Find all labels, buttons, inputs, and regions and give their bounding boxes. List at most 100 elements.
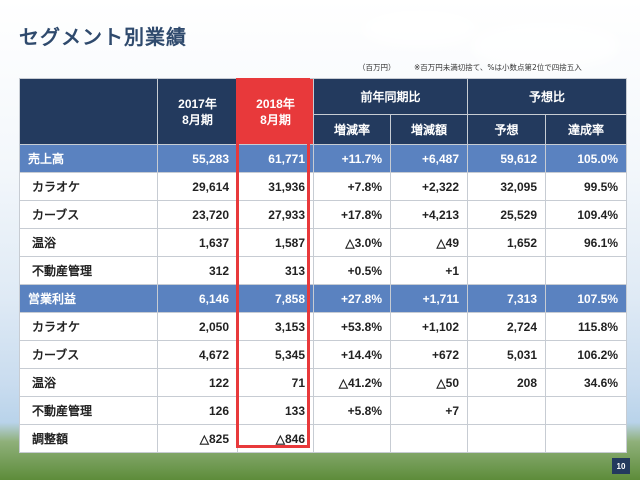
cell-v2017: 126 <box>157 396 238 425</box>
cell-amount: △50 <box>389 368 469 397</box>
cell-v2018: 7,858 <box>237 284 314 313</box>
header-yoy-rate: 増減率 <box>313 114 391 145</box>
table-row: 温浴 122 71 △41.2% △50 208 34.6% <box>19 368 628 397</box>
cell-name: カラオケ <box>19 172 158 201</box>
cell-v2018: 313 <box>237 256 314 285</box>
cell-v2018: 1,587 <box>237 228 314 257</box>
cell-amount: +1,711 <box>389 284 469 313</box>
cell-v2018: 61,771 <box>237 144 314 173</box>
cell-name: 不動産管理 <box>19 396 158 425</box>
header-2017: 2017年 8月期 <box>157 78 238 145</box>
header-blank <box>19 78 158 145</box>
cell-v2018: 133 <box>237 396 314 425</box>
cell-v2017: 29,614 <box>157 172 238 201</box>
cell-v2017: 2,050 <box>157 312 238 341</box>
cell-rate: +53.8% <box>313 312 391 341</box>
segment-results-table: 2017年 8月期 2018年 8月期 前年同期比 予想比 増減率 増減額 予想… <box>19 78 628 453</box>
cell-rate: +5.8% <box>313 396 391 425</box>
cell-v2018: △846 <box>237 424 314 453</box>
cell-achievement <box>545 256 628 285</box>
page-number: 10 <box>612 458 630 474</box>
cell-achievement: 107.5% <box>545 284 628 313</box>
cell-forecast: 2,724 <box>467 312 547 341</box>
cell-amount: +1 <box>389 256 469 285</box>
cell-forecast: 1,652 <box>467 228 547 257</box>
cell-achievement: 34.6% <box>545 368 628 397</box>
cell-achievement: 96.1% <box>545 228 628 257</box>
cell-rate: +7.8% <box>313 172 391 201</box>
cell-v2017: △825 <box>157 424 238 453</box>
table-section-row: 売上高 55,283 61,771 +11.7% +6,487 59,612 105.0% <box>19 144 628 173</box>
cell-v2017: 6,146 <box>157 284 238 313</box>
cell-forecast: 7,313 <box>467 284 547 313</box>
cell-forecast: 59,612 <box>467 144 547 173</box>
cell-achievement <box>545 396 628 425</box>
cell-forecast <box>467 256 547 285</box>
cell-forecast: 208 <box>467 368 547 397</box>
cell-amount: +672 <box>389 340 469 369</box>
table-row: 不動産管理 312 313 +0.5% +1 <box>19 256 628 285</box>
page-title: セグメント別業績 <box>19 25 187 49</box>
table-row: 調整額 △825 △846 <box>19 424 628 453</box>
cell-name: 温浴 <box>19 228 158 257</box>
cell-forecast: 32,095 <box>467 172 547 201</box>
cell-forecast <box>467 424 547 453</box>
cell-name: 売上高 <box>19 144 158 173</box>
header-forecast: 予想 <box>467 114 547 145</box>
header-achievement: 達成率 <box>545 114 628 145</box>
cell-v2017: 4,672 <box>157 340 238 369</box>
cell-name: カーブス <box>19 200 158 229</box>
cell-amount <box>389 424 469 453</box>
cell-amount: +7 <box>389 396 469 425</box>
cell-rate: △41.2% <box>313 368 391 397</box>
cell-name: カラオケ <box>19 312 158 341</box>
cell-achievement: 109.4% <box>545 200 628 229</box>
cell-name: 調整額 <box>19 424 158 453</box>
cell-rate: +14.4% <box>313 340 391 369</box>
cell-achievement <box>545 424 628 453</box>
cell-forecast: 25,529 <box>467 200 547 229</box>
table-row: 温浴 1,637 1,587 △3.0% △49 1,652 96.1% <box>19 228 628 257</box>
header-2018: 2018年 8月期 <box>237 78 314 145</box>
header-yoy-amount: 増減額 <box>389 114 469 145</box>
rounding-note: ※百万円未満切捨て、%は小数点第2位で四捨五入 <box>414 63 582 72</box>
background-cloud <box>470 20 620 70</box>
unit-note: （百万円） <box>358 63 396 72</box>
cell-v2018: 5,345 <box>237 340 314 369</box>
cell-v2017: 23,720 <box>157 200 238 229</box>
cell-v2018: 71 <box>237 368 314 397</box>
cell-name: 営業利益 <box>19 284 158 313</box>
cell-rate: +0.5% <box>313 256 391 285</box>
header-yoy-group: 前年同期比 <box>312 78 469 115</box>
header-forecast-group: 予想比 <box>467 78 628 115</box>
table-row: 不動産管理 126 133 +5.8% +7 <box>19 396 628 425</box>
table-row: カーブス 4,672 5,345 +14.4% +672 5,031 106.2% <box>19 340 628 369</box>
cell-achievement: 99.5% <box>545 172 628 201</box>
cell-forecast <box>467 396 547 425</box>
cell-forecast: 5,031 <box>467 340 547 369</box>
table-row: カラオケ 29,614 31,936 +7.8% +2,322 32,095 99.5% <box>19 172 628 201</box>
cell-v2018: 27,933 <box>237 200 314 229</box>
cell-achievement: 115.8% <box>545 312 628 341</box>
cell-rate <box>313 424 391 453</box>
cell-achievement: 106.2% <box>545 340 628 369</box>
cell-achievement: 105.0% <box>545 144 628 173</box>
background-cloud <box>360 8 480 48</box>
cell-v2017: 312 <box>157 256 238 285</box>
cell-v2018: 31,936 <box>237 172 314 201</box>
cell-v2017: 55,283 <box>157 144 238 173</box>
cell-rate: +11.7% <box>313 144 391 173</box>
cell-amount: +6,487 <box>389 144 469 173</box>
cell-v2018: 3,153 <box>237 312 314 341</box>
cell-name: カーブス <box>19 340 158 369</box>
cell-v2017: 122 <box>157 368 238 397</box>
table-row: カラオケ 2,050 3,153 +53.8% +1,102 2,724 115.8% <box>19 312 628 341</box>
cell-rate: △3.0% <box>313 228 391 257</box>
cell-amount: △49 <box>389 228 469 257</box>
cell-v2017: 1,637 <box>157 228 238 257</box>
table-section-row: 営業利益 6,146 7,858 +27.8% +1,711 7,313 107.5% <box>19 284 628 313</box>
cell-amount: +4,213 <box>389 200 469 229</box>
cell-rate: +27.8% <box>313 284 391 313</box>
cell-amount: +2,322 <box>389 172 469 201</box>
table-row: カーブス 23,720 27,933 +17.8% +4,213 25,529 109.4% <box>19 200 628 229</box>
